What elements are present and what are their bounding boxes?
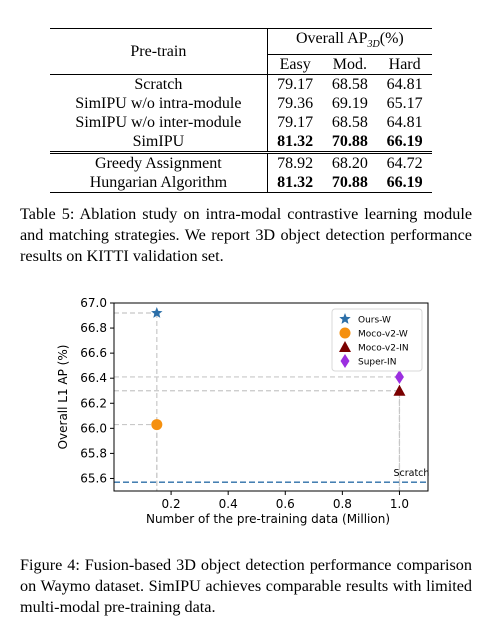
hard-cell: 64.81 xyxy=(377,74,432,95)
legend-marker xyxy=(339,327,351,339)
legend-label: Moco-v2-W xyxy=(358,330,408,340)
header-overall-ap: Overall AP3D(%) xyxy=(267,27,432,56)
table-row: Greedy Assignment 78.92 68.20 64.72 xyxy=(50,151,432,174)
hard-cell: 64.72 xyxy=(377,151,432,174)
header-overall-sub: 3D xyxy=(367,39,380,51)
table-row: Scratch 79.17 68.58 64.81 xyxy=(50,74,432,95)
x-tick-label: 0.8 xyxy=(333,497,352,511)
table-row: SimIPU w/o inter-module 79.17 68.58 64.81 xyxy=(50,113,432,133)
easy-cell: 81.32 xyxy=(277,133,314,151)
header-pretrain: Pre-train xyxy=(50,27,268,75)
y-tick-label: 66.8 xyxy=(80,321,107,335)
table-caption: Table 5: Ablation study on intra-modal c… xyxy=(20,205,472,265)
easy-cell: 79.17 xyxy=(277,114,314,132)
table-row: Hungarian Algorithm 81.32 70.88 66.19 xyxy=(50,173,432,194)
easy-cell: 79.36 xyxy=(277,95,314,113)
x-tick-label: 0.2 xyxy=(162,497,181,511)
legend-marker xyxy=(339,341,351,352)
header-overall-prefix: Overall AP xyxy=(295,30,368,47)
mod-cell: 68.58 xyxy=(331,114,368,132)
figure-caption: Figure 4: Fusion-based 3D object detecti… xyxy=(20,556,472,616)
header-easy: Easy xyxy=(279,56,311,74)
header-mod: Mod. xyxy=(332,56,368,74)
mod-cell: 68.58 xyxy=(322,74,378,95)
scratch-baseline-label: Scratch xyxy=(393,468,429,479)
ablation-table: Pre-train Overall AP3D(%) Easy Mod. Hard… xyxy=(50,27,432,194)
data-point-ours-w xyxy=(151,307,163,318)
pretrain-cell: SimIPU xyxy=(50,132,268,153)
hard-cell: 66.19 xyxy=(377,173,432,194)
table-subheader-row: Easy Mod. Hard xyxy=(50,55,432,75)
legend-label: Moco-v2-IN xyxy=(358,344,409,354)
y-tick-label: 66.6 xyxy=(80,346,107,360)
y-tick-label: 67.0 xyxy=(80,296,107,310)
y-tick-label: 65.6 xyxy=(80,471,107,485)
x-tick-label: 0.6 xyxy=(276,497,295,511)
header-hard: Hard xyxy=(388,56,421,74)
mod-cell: 70.88 xyxy=(322,173,378,194)
y-tick-label: 65.8 xyxy=(80,446,107,460)
easy-cell: 78.92 xyxy=(267,151,323,174)
legend-label: Super-IN xyxy=(358,358,396,368)
legend-marker xyxy=(340,354,350,368)
legend-box xyxy=(331,308,423,372)
pretrain-cell: SimIPU w/o inter-module xyxy=(50,113,268,133)
easy-cell: 81.32 xyxy=(267,173,323,194)
x-tick-label: 1.0 xyxy=(390,497,409,511)
pretrain-cell: Greedy Assignment xyxy=(50,151,268,174)
hard-cell: 66.19 xyxy=(386,133,423,151)
mod-cell: 69.19 xyxy=(331,95,368,113)
legend-label: Ours-W xyxy=(358,316,391,326)
mod-cell: 70.88 xyxy=(331,133,368,151)
pretrain-cell: Hungarian Algorithm xyxy=(50,173,268,194)
pretrain-cell: Scratch xyxy=(50,74,268,95)
data-point-super-in xyxy=(394,369,404,384)
table-header-row: Pre-train Overall AP3D(%) xyxy=(50,27,432,75)
table-row: SimIPU 81.32 70.88 66.19 xyxy=(50,132,432,153)
legend-marker xyxy=(339,313,351,324)
x-tick-label: 0.4 xyxy=(219,497,238,511)
hard-cell: 64.81 xyxy=(386,114,423,132)
ap-scatter-chart: Scratch 65.6 65.8 66.0 66.2 66.4 66.6 66.8 67.0 0… xyxy=(56,296,429,526)
table-row: SimIPU w/o intra-module 79.36 69.19 65.17 xyxy=(50,94,432,114)
hard-cell: 65.17 xyxy=(386,95,423,113)
data-point-moco-v2-w xyxy=(151,419,163,431)
pretrain-cell: SimIPU w/o intra-module xyxy=(50,94,268,114)
y-tick-label: 66.0 xyxy=(80,421,107,435)
plot-frame xyxy=(113,302,429,492)
y-tick-label: 66.4 xyxy=(80,371,107,385)
mod-cell: 68.20 xyxy=(322,151,378,174)
data-point-moco-v2-in xyxy=(393,384,406,396)
easy-cell: 79.17 xyxy=(267,74,323,95)
y-axis-label: Overall L1 AP (%) xyxy=(56,345,70,450)
y-tick-label: 66.2 xyxy=(80,396,107,410)
header-overall-suffix: (%) xyxy=(379,30,404,47)
x-axis-label: Number of the pre-training data (Million… xyxy=(146,512,390,526)
